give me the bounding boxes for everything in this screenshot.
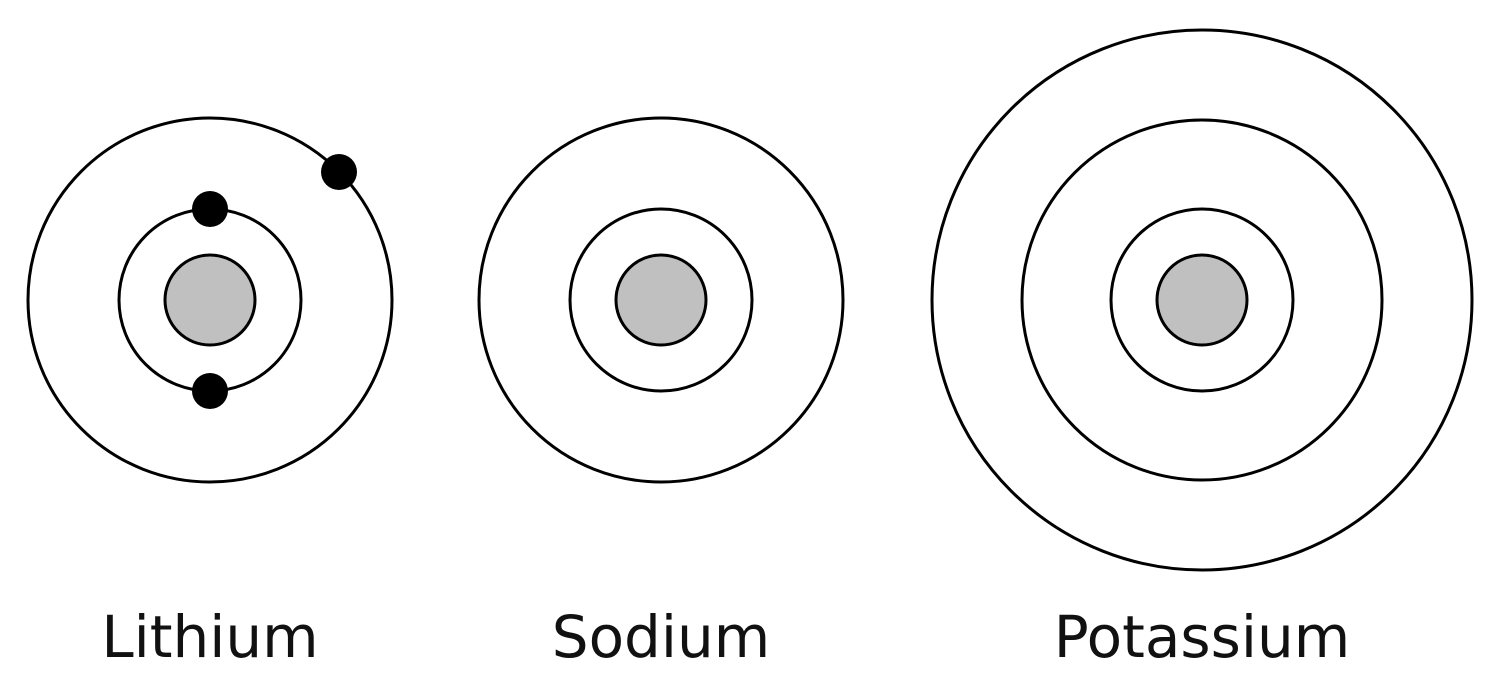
- potassium-shell-2: [1020, 118, 1384, 482]
- potassium-shell-1: [1109, 207, 1295, 393]
- potassium-label: Potassium: [1054, 603, 1351, 671]
- lithium-electron-shell1-top: [192, 191, 228, 227]
- sodium-label: Sodium: [552, 603, 771, 671]
- potassium-shell-3: [930, 28, 1474, 572]
- lithium-atom: Lithium: [26, 116, 394, 671]
- lithium-shell-2: [26, 116, 394, 484]
- lithium-label: Lithium: [101, 603, 318, 671]
- sodium-atom: Sodium: [477, 116, 845, 671]
- sodium-nucleus: [614, 253, 708, 347]
- potassium-atom: Potassium: [930, 28, 1474, 671]
- lithium-electron-shell2: [321, 154, 357, 190]
- lithium-nucleus: [163, 253, 257, 347]
- sodium-shell-2: [477, 116, 845, 484]
- potassium-nucleus: [1155, 253, 1249, 347]
- lithium-electron-shell1-bottom: [192, 373, 228, 409]
- sodium-shell-1: [568, 207, 754, 393]
